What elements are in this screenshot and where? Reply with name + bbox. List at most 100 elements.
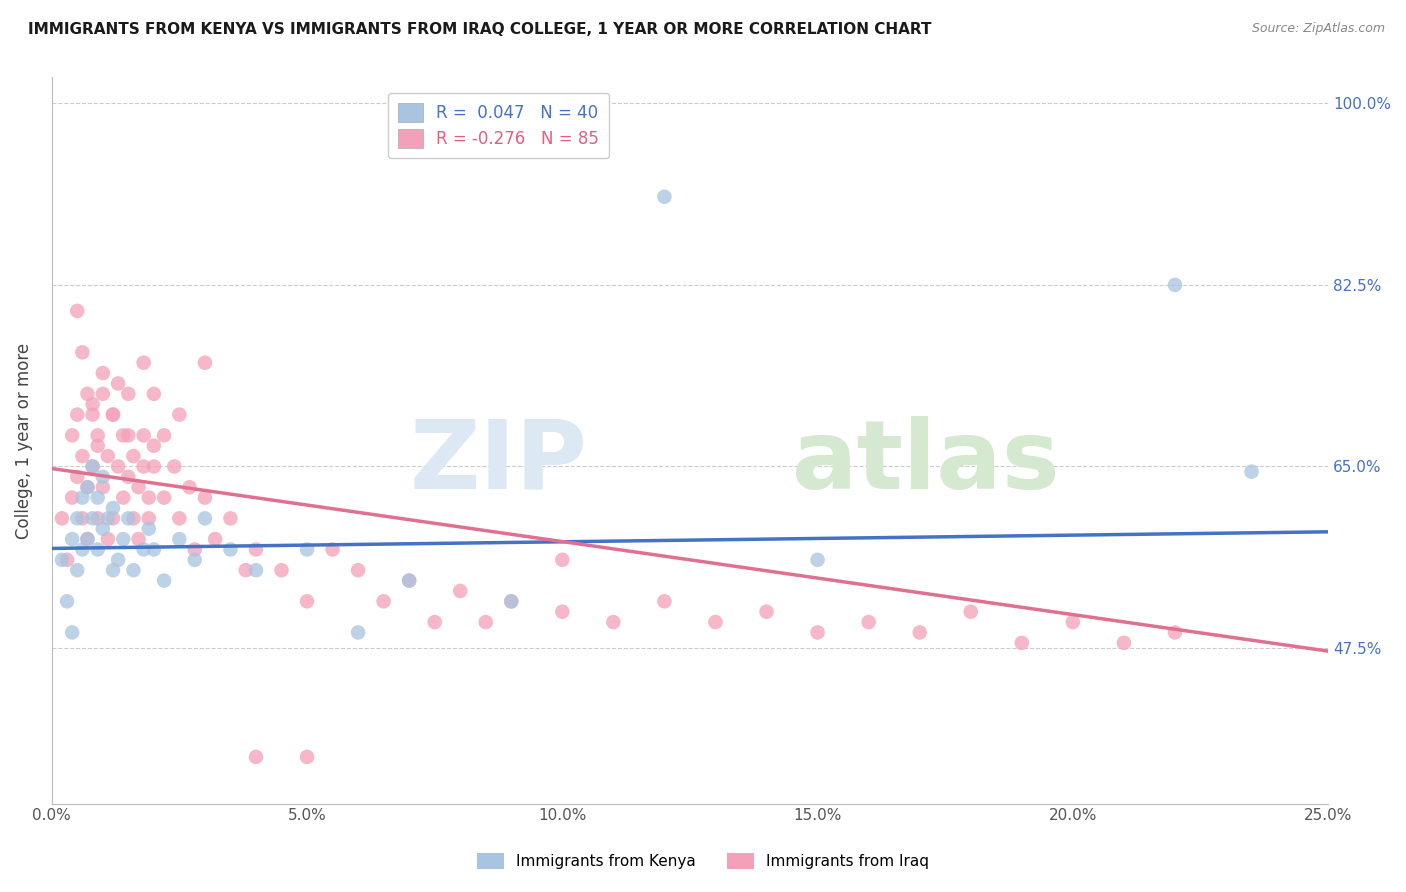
- Point: [654, 190, 676, 204]
- Point: [101, 511, 124, 525]
- Point: [270, 563, 292, 577]
- Point: [295, 750, 318, 764]
- Point: [112, 532, 135, 546]
- Point: [142, 459, 165, 474]
- Point: [101, 408, 124, 422]
- Point: [117, 511, 139, 525]
- Point: [76, 480, 98, 494]
- Point: [101, 408, 124, 422]
- Point: [1240, 465, 1263, 479]
- Point: [60, 491, 83, 505]
- Point: [153, 491, 176, 505]
- Point: [76, 532, 98, 546]
- Text: ZIP: ZIP: [411, 416, 588, 508]
- Point: [112, 428, 135, 442]
- Point: [76, 532, 98, 546]
- Point: [51, 553, 73, 567]
- Point: [117, 428, 139, 442]
- Point: [82, 511, 104, 525]
- Text: IMMIGRANTS FROM KENYA VS IMMIGRANTS FROM IRAQ COLLEGE, 1 YEAR OR MORE CORRELATIO: IMMIGRANTS FROM KENYA VS IMMIGRANTS FROM…: [28, 22, 932, 37]
- Point: [86, 428, 108, 442]
- Point: [97, 532, 120, 546]
- Legend: Immigrants from Kenya, Immigrants from Iraq: Immigrants from Kenya, Immigrants from I…: [471, 847, 935, 875]
- Point: [245, 563, 267, 577]
- Point: [86, 542, 108, 557]
- Point: [474, 615, 496, 629]
- Point: [60, 625, 83, 640]
- Point: [86, 511, 108, 525]
- Point: [132, 459, 155, 474]
- Point: [86, 491, 108, 505]
- Point: [245, 750, 267, 764]
- Point: [138, 491, 160, 505]
- Point: [128, 480, 150, 494]
- Point: [66, 511, 89, 525]
- Point: [183, 553, 205, 567]
- Point: [755, 605, 778, 619]
- Point: [1164, 625, 1187, 640]
- Point: [66, 470, 89, 484]
- Point: [72, 511, 94, 525]
- Point: [72, 449, 94, 463]
- Point: [219, 542, 242, 557]
- Point: [138, 511, 160, 525]
- Point: [858, 615, 880, 629]
- Point: [908, 625, 931, 640]
- Point: [398, 574, 420, 588]
- Point: [373, 594, 395, 608]
- Point: [112, 491, 135, 505]
- Point: [72, 345, 94, 359]
- Point: [169, 532, 191, 546]
- Point: [138, 522, 160, 536]
- Point: [194, 511, 217, 525]
- Text: atlas: atlas: [792, 416, 1060, 508]
- Point: [1011, 636, 1033, 650]
- Point: [235, 563, 257, 577]
- Point: [122, 449, 145, 463]
- Point: [153, 428, 176, 442]
- Point: [91, 522, 114, 536]
- Point: [347, 625, 370, 640]
- Point: [56, 594, 79, 608]
- Point: [66, 408, 89, 422]
- Point: [322, 542, 344, 557]
- Point: [60, 428, 83, 442]
- Point: [806, 553, 828, 567]
- Point: [72, 542, 94, 557]
- Point: [132, 356, 155, 370]
- Point: [66, 303, 89, 318]
- Point: [219, 511, 242, 525]
- Point: [76, 480, 98, 494]
- Point: [101, 563, 124, 577]
- Point: [82, 459, 104, 474]
- Point: [959, 605, 981, 619]
- Point: [122, 511, 145, 525]
- Point: [60, 532, 83, 546]
- Point: [194, 491, 217, 505]
- Point: [169, 408, 191, 422]
- Point: [347, 563, 370, 577]
- Point: [1062, 615, 1084, 629]
- Point: [183, 542, 205, 557]
- Point: [1164, 277, 1187, 292]
- Point: [56, 553, 79, 567]
- Point: [97, 449, 120, 463]
- Point: [97, 511, 120, 525]
- Point: [142, 439, 165, 453]
- Point: [806, 625, 828, 640]
- Point: [91, 366, 114, 380]
- Point: [91, 387, 114, 401]
- Point: [117, 387, 139, 401]
- Point: [169, 511, 191, 525]
- Point: [501, 594, 523, 608]
- Point: [295, 542, 318, 557]
- Point: [122, 563, 145, 577]
- Point: [82, 397, 104, 411]
- Legend: R =  0.047   N = 40, R = -0.276   N = 85: R = 0.047 N = 40, R = -0.276 N = 85: [388, 93, 609, 158]
- Point: [194, 356, 217, 370]
- Point: [551, 553, 574, 567]
- Point: [602, 615, 624, 629]
- Point: [153, 574, 176, 588]
- Point: [101, 500, 124, 515]
- Point: [66, 563, 89, 577]
